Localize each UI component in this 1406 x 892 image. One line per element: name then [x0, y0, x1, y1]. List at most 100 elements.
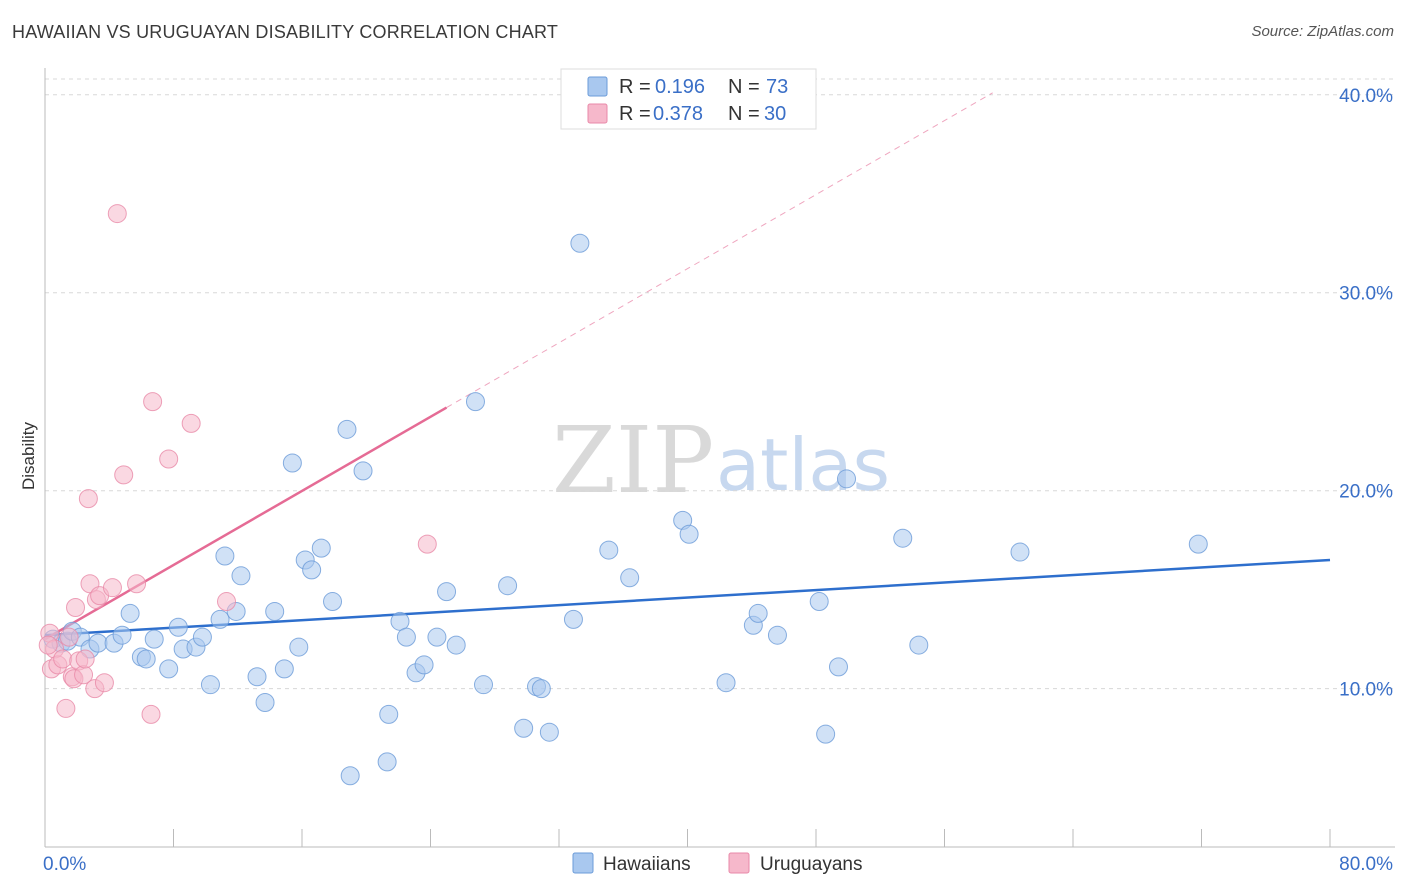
uruguayan-point [56, 698, 76, 718]
uruguayan-point [38, 635, 58, 655]
legend-r-value: 0.196 [655, 76, 705, 98]
uruguayan-point [127, 574, 147, 594]
legend-r-label: R = [619, 76, 651, 98]
uruguayan-point [94, 673, 114, 693]
hawaiian-point [311, 538, 331, 558]
trend-lines [44, 92, 1331, 641]
series-legend: Hawaiians Uruguayans [572, 852, 862, 875]
hawaiian-point [809, 592, 829, 612]
uruguayan-point [114, 465, 134, 485]
bottom-legend-label-uruguayans: Uruguayans [760, 854, 862, 875]
hawaiian-point [563, 609, 583, 629]
y-tick-label: 30.0% [1339, 284, 1393, 305]
hawaiian-point [837, 469, 857, 489]
tick-labels: 10.0% 20.0% 30.0% 40.0% 0.0% 80.0% [43, 86, 1393, 875]
stats-legend-row-uruguayans: R = 0.378 N = 30 [587, 103, 786, 125]
uruguayan-point [59, 627, 79, 647]
hawaiian-point [168, 617, 188, 637]
hawaiian-point [200, 675, 220, 695]
uruguayan-point [75, 649, 95, 669]
uruguayan-point [78, 489, 98, 509]
uruguayan-point [159, 449, 179, 469]
hawaiian-point [210, 609, 230, 629]
hawaiian-point [282, 453, 302, 473]
hawaiian-point [767, 625, 787, 645]
hawaiian-point [337, 419, 357, 439]
hawaiian-point [340, 766, 360, 786]
hawaiian-point [465, 392, 485, 412]
uruguayan-point [181, 413, 201, 433]
hawaiian-point [599, 540, 619, 560]
hawaiian-point [909, 635, 929, 655]
hawaiian-point [136, 649, 156, 669]
legend-n-value: 73 [766, 76, 788, 98]
uruguayan-point [66, 597, 86, 617]
watermark-atlas: atlas [716, 423, 890, 507]
uruguayan-point [102, 578, 122, 598]
legend-r-label: R = [619, 103, 651, 125]
hawaiian-point [215, 546, 235, 566]
hawaiian-point [437, 582, 457, 602]
hawaiian-point [748, 603, 768, 623]
hawaiian-point [159, 659, 179, 679]
legend-swatch-hawaiians [587, 76, 608, 97]
hawaiian-point [531, 679, 551, 699]
hawaiian-point [427, 627, 447, 647]
hawaiian-point [570, 233, 590, 253]
uruguayan-point [53, 649, 73, 669]
chart-title: HAWAIIAN VS URUGUAYAN DISABILITY CORRELA… [12, 22, 559, 42]
y-tick-label: 10.0% [1339, 680, 1393, 701]
legend-n-label: N = [728, 103, 760, 125]
hawaiian-point [265, 601, 285, 621]
hawaiian-point [255, 692, 275, 712]
hawaiian-point [396, 627, 416, 647]
hawaiian-point [390, 611, 410, 631]
hawaiian-point [539, 722, 559, 742]
hawaiian-point [302, 560, 322, 580]
source-label: Source: ZipAtlas.com [1251, 23, 1394, 40]
hawaiian-point [353, 461, 373, 481]
axes [44, 68, 1395, 848]
hawaiian-point [1010, 542, 1030, 562]
x-tick-label-max: 80.0% [1339, 854, 1393, 875]
hawaiian-point [323, 592, 343, 612]
y-tick-label: 20.0% [1339, 482, 1393, 503]
gridlines [45, 78, 1395, 690]
hawaiian-point [120, 603, 140, 623]
hawaiian-point [379, 704, 399, 724]
hawaiian-point [679, 524, 699, 544]
data-points [38, 204, 1208, 786]
hawaiians-trend-line [44, 558, 1331, 637]
legend-r-value: 0.378 [653, 103, 703, 125]
hawaiian-point [144, 629, 164, 649]
hawaiian-point [828, 657, 848, 677]
hawaiian-point [377, 752, 397, 772]
stats-legend-row-hawaiians: R = 0.196 N = 73 [587, 76, 788, 98]
y-axis-title: Disability [19, 421, 38, 490]
hawaiian-point [414, 655, 434, 675]
x-tick-label-min: 0.0% [43, 854, 86, 875]
uruguayans-trend-extension [446, 92, 993, 408]
hawaiian-point [231, 566, 251, 586]
hawaiian-point [816, 724, 836, 744]
legend-n-value: 30 [764, 103, 786, 125]
hawaiian-point [514, 718, 534, 738]
hawaiian-point [192, 627, 212, 647]
bottom-legend-swatch-hawaiians [572, 852, 594, 874]
hawaiian-point [474, 675, 494, 695]
hawaiian-point [716, 673, 736, 693]
bottom-legend-label-hawaiians: Hawaiians [603, 854, 691, 875]
watermark-zip: ZIP [552, 407, 714, 514]
stats-legend: R = 0.196 N = 73 R = 0.378 N = 30 [560, 68, 817, 130]
uruguayan-point [217, 592, 237, 612]
uruguayan-point [107, 204, 127, 224]
hawaiian-point [88, 633, 108, 653]
hawaiian-point [274, 659, 294, 679]
legend-n-label: N = [728, 76, 760, 98]
hawaiian-point [289, 637, 309, 657]
hawaiian-point [498, 576, 518, 596]
uruguayan-point [143, 392, 163, 412]
hawaiian-point [1188, 534, 1208, 554]
hawaiian-point [893, 528, 913, 548]
